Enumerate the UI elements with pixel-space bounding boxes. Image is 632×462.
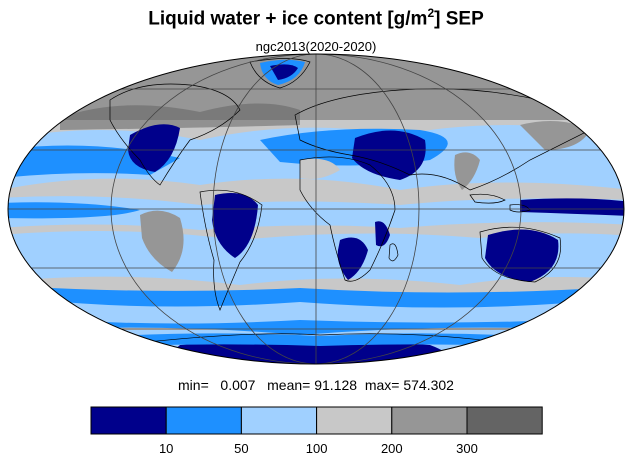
colorbar-swatch-1 — [90, 406, 167, 435]
stats-line: min= 0.007 mean= 91.128 max= 574.302 — [178, 377, 454, 393]
chart-title: Liquid water + ice content [g/m2] SEP — [148, 6, 484, 30]
colorbar-swatch-5 — [391, 406, 468, 435]
colorbar-tick-label: 300 — [456, 441, 478, 456]
globe-outline — [7, 53, 625, 365]
colorbar-swatch-2 — [165, 406, 242, 435]
colorbar-swatch-3 — [240, 406, 318, 435]
colorbar-swatch-4 — [316, 406, 393, 435]
colorbar-tick-label: 100 — [305, 441, 328, 456]
colorbar-tick-label: 10 — [158, 441, 174, 456]
colorbar-swatch-6 — [466, 406, 543, 435]
colorbar-tick-label: 50 — [234, 441, 249, 456]
colorbar-tick-label: 200 — [380, 441, 403, 456]
chart-subtitle: ngc2013(2020-2020) — [255, 39, 377, 54]
